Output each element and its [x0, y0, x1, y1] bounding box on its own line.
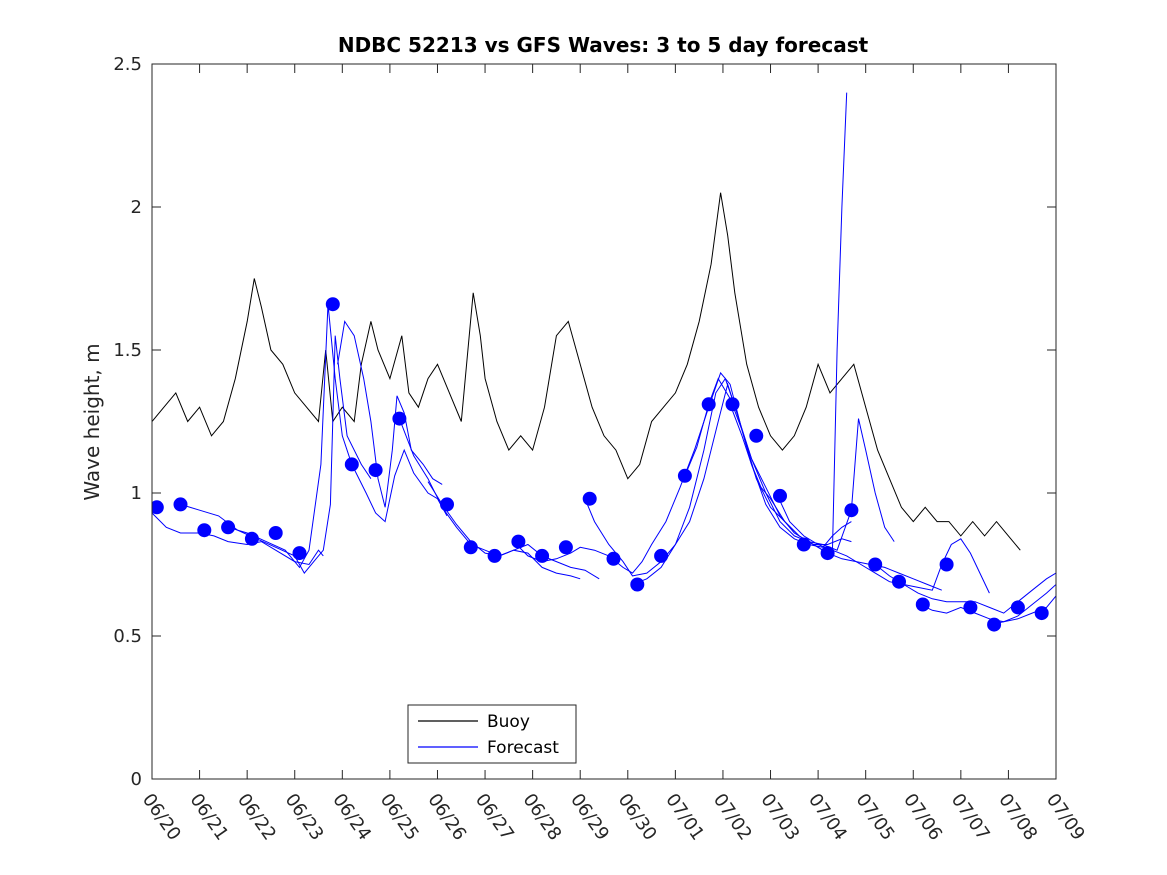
y-tick-label: 0.5 [113, 626, 142, 647]
forecast-point-28 [844, 503, 859, 518]
y-tick-label: 0 [131, 769, 142, 790]
forecast-line-0 [152, 512, 324, 566]
x-tick-label: 07/05 [852, 790, 899, 845]
forecast-point-31 [915, 597, 930, 612]
forecast-point-12 [463, 540, 478, 555]
forecast-point-21 [677, 468, 692, 483]
y-tick-label: 2 [131, 197, 142, 218]
forecast-point-16 [558, 540, 573, 555]
forecast-line-3 [337, 320, 443, 508]
plot-area [152, 92, 1056, 632]
forecast-point-9 [368, 463, 383, 478]
forecast-line-14 [989, 595, 1056, 626]
forecast-point-0 [152, 500, 164, 515]
forecast-point-18 [606, 551, 621, 566]
y-tick-label: 1 [131, 483, 142, 504]
legend-label-0: Buoy [487, 712, 530, 732]
forecast-line-8 [632, 92, 848, 585]
x-tick-label: 07/04 [804, 790, 851, 845]
x-tick-label: 07/02 [709, 790, 756, 845]
x-tick-label: 06/23 [281, 790, 328, 845]
forecast-line-13 [920, 584, 1056, 623]
y-axis-label: Wave height, m [80, 343, 104, 500]
forecast-point-29 [868, 557, 883, 572]
forecast-point-23 [725, 397, 740, 412]
forecast-point-1 [173, 497, 188, 512]
chart-title: NDBC 52213 vs GFS Waves: 3 to 5 day fore… [338, 33, 869, 57]
forecast-line-2 [227, 304, 448, 569]
x-tick-label: 06/21 [185, 790, 232, 845]
x-tick-label: 06/25 [376, 790, 423, 845]
x-tick-label: 07/06 [899, 790, 946, 845]
forecast-point-19 [630, 577, 645, 592]
forecast-point-13 [487, 548, 502, 563]
forecast-point-34 [987, 617, 1002, 632]
forecast-point-26 [796, 537, 811, 552]
forecast-line-9 [684, 377, 895, 551]
axes: 00.511.522.506/20 06/21 06/22 06/23 06/24 06/… [113, 54, 1089, 844]
x-tick-label: 06/20 [138, 790, 185, 845]
forecast-point-3 [221, 520, 236, 535]
forecast-point-7 [325, 297, 340, 312]
x-tick-label: 06/28 [519, 790, 566, 845]
forecast-point-20 [654, 548, 669, 563]
forecast-point-33 [963, 600, 978, 615]
x-tick-label: 07/01 [661, 790, 708, 845]
forecast-point-15 [535, 548, 550, 563]
legend: Buoy Forecast [407, 704, 577, 764]
forecast-point-36 [1034, 606, 1049, 621]
forecast-point-10 [392, 411, 407, 426]
x-tick-label: 06/29 [566, 790, 613, 845]
forecast-point-11 [440, 497, 454, 512]
forecast-point-35 [1010, 600, 1025, 615]
forecast-point-32 [939, 557, 954, 572]
forecast-point-8 [344, 457, 359, 472]
forecast-point-17 [582, 491, 597, 506]
forecast-point-30 [892, 574, 906, 589]
forecast-point-5 [268, 526, 283, 540]
legend-label-1: Forecast [487, 738, 559, 758]
x-tick-label: 07/08 [994, 790, 1041, 845]
forecast-line-5 [427, 481, 600, 580]
forecast-point-6 [292, 546, 307, 561]
x-tick-label: 07/07 [947, 790, 994, 845]
forecast-point-24 [749, 428, 764, 443]
x-tick-label: 07/09 [1042, 790, 1089, 845]
forecast-point-25 [773, 488, 787, 503]
x-tick-label: 06/26 [423, 790, 470, 845]
x-tick-label: 06/22 [233, 790, 280, 845]
buoy-series-line [152, 192, 1021, 551]
legend-box [407, 704, 577, 764]
forecast-point-2 [197, 523, 212, 538]
forecast-point-14 [511, 534, 526, 549]
y-tick-label: 2.5 [113, 54, 142, 75]
x-tick-label: 07/03 [756, 790, 803, 845]
forecast-point-27 [820, 546, 835, 561]
y-tick-label: 1.5 [113, 340, 142, 361]
x-tick-label: 06/24 [328, 790, 375, 845]
x-tick-label: 06/30 [614, 790, 661, 845]
axes-frame [151, 63, 1057, 780]
x-tick-label: 06/27 [471, 790, 518, 845]
forecast-point-22 [701, 397, 716, 412]
forecast-point-4 [244, 531, 259, 546]
forecast-line-7 [584, 377, 852, 577]
